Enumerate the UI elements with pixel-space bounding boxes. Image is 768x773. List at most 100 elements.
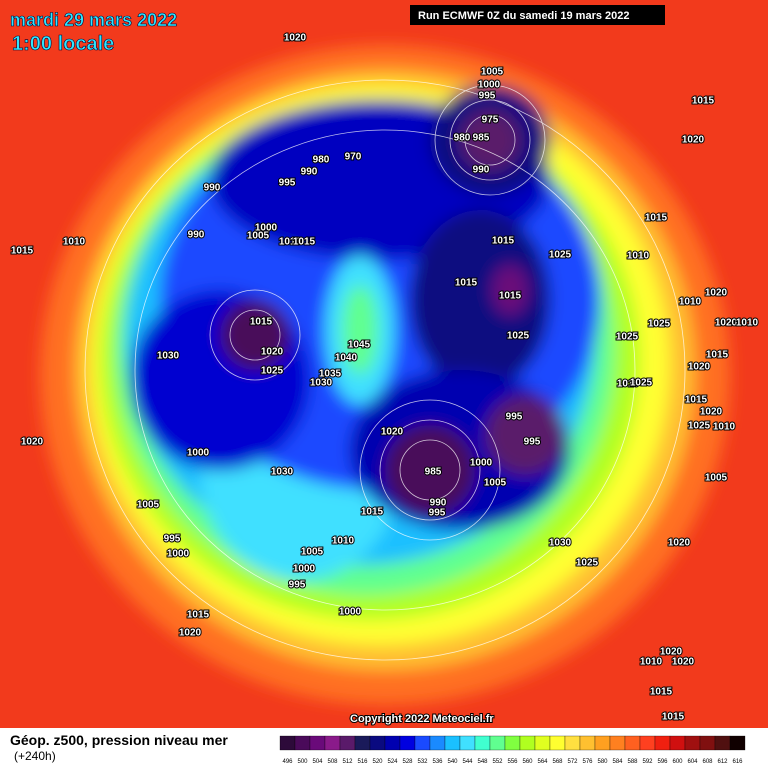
copyright: Copyright 2022 Meteociel.fr	[350, 713, 494, 725]
scale-swatch	[474, 735, 491, 751]
scale-label: 600	[672, 759, 683, 765]
scale-label: 588	[627, 759, 638, 765]
scale-swatch	[594, 735, 611, 751]
scale-swatch	[714, 735, 731, 751]
isobar-label: 1010	[279, 237, 302, 248]
isobar-label: 1015	[455, 278, 478, 289]
scale-swatch	[669, 735, 686, 751]
scale-swatch	[534, 735, 551, 751]
isobar-label: 995	[506, 412, 523, 423]
scale-swatch	[489, 735, 506, 751]
isobar-label: 1020	[705, 288, 728, 299]
isobar-label: 1015	[706, 350, 729, 361]
scale-swatch	[279, 735, 296, 751]
isobar-label: 1025	[576, 558, 599, 569]
legend-title: Géop. z500, pression niveau mer	[10, 732, 228, 748]
run-box	[410, 5, 665, 25]
isobar-label: 1000	[167, 549, 190, 560]
isobar-label: 995	[164, 534, 181, 545]
scale-swatch	[384, 735, 401, 751]
isobar-label: 995	[279, 178, 296, 189]
isobar-label: 985	[425, 467, 442, 478]
scale-label: 556	[507, 759, 518, 765]
isobar-label: 1035	[319, 369, 342, 380]
scale-swatch	[324, 735, 341, 751]
isobar-label: 1010	[713, 422, 736, 433]
scale-label: 544	[462, 759, 473, 765]
scale-label: 580	[597, 759, 608, 765]
isobar-label: 990	[204, 183, 221, 194]
scale-label: 592	[642, 759, 653, 765]
isobar-label: 1020	[179, 628, 202, 639]
isobar-label: 980	[454, 133, 471, 144]
isobar-label: 1000	[339, 607, 362, 618]
geopotential-field	[40, 45, 730, 705]
isobar-label: 985	[473, 133, 490, 144]
isobar-label: 1020	[688, 362, 711, 373]
isobar-label: 1025	[688, 421, 711, 432]
scale-label: 524	[387, 759, 398, 765]
isobar-label: 980	[313, 155, 330, 166]
isobar-label: 1000	[187, 448, 210, 459]
color-scale: 496 500 504 508 512 516 520 524 528 532 536 540 544 5…	[279, 735, 746, 765]
scale-label: 536	[432, 759, 443, 765]
scale-label: 540	[447, 759, 458, 765]
isobar-label: 1015	[293, 237, 316, 248]
isobar-label: 990	[473, 165, 490, 176]
isobar-label: 1025	[261, 366, 284, 377]
scale-label: 584	[612, 759, 623, 765]
isobar-label: 1015	[499, 291, 522, 302]
scale-swatch	[699, 735, 716, 751]
isobar-label: 1015	[645, 213, 668, 224]
scale-swatch	[369, 735, 386, 751]
scale-label: 512	[342, 759, 353, 765]
scale-label: 504	[312, 759, 323, 765]
isobar-label: 1030	[271, 467, 294, 478]
isobar-label: 990	[430, 498, 447, 509]
scale-swatch	[624, 735, 641, 751]
isobar-label: 1020	[682, 135, 705, 146]
isobar-label: 1010	[679, 297, 702, 308]
scale-swatch	[684, 735, 701, 751]
isobar-label: 1010	[736, 318, 759, 329]
isobar-label: 1015	[650, 687, 673, 698]
isobar-label: 1020	[284, 33, 307, 44]
scale-swatch	[579, 735, 596, 751]
isobar-label: 995	[289, 580, 306, 591]
scale-swatch	[294, 735, 311, 751]
scale-label: 576	[582, 759, 593, 765]
isobar-label: 1040	[335, 353, 358, 364]
isobar-label: 1005	[137, 500, 160, 511]
isobar-label: 1030	[157, 351, 180, 362]
scale-label: 532	[417, 759, 428, 765]
scale-label: 616	[732, 759, 743, 765]
isobar-label: 1000	[470, 458, 493, 469]
isobar-label: 975	[482, 115, 499, 126]
isobar-label: 1025	[630, 378, 653, 389]
isobar-label: 1015	[662, 712, 685, 723]
isobar-label: 1020	[672, 657, 695, 668]
run-info: Run ECMWF 0Z du samedi 19 mars 2022	[418, 10, 630, 22]
isobar-label: 1015	[361, 507, 384, 518]
isobar-label: 1000	[293, 564, 316, 575]
isobar-label: 1015	[11, 246, 34, 257]
scale-label: 520	[372, 759, 383, 765]
isobar-label: 1045	[348, 340, 371, 351]
isobar-label: 1010	[63, 237, 86, 248]
scale-label: 608	[702, 759, 713, 765]
isobar-label: 1025	[616, 332, 639, 343]
scale-label: 596	[657, 759, 668, 765]
isobar-label: 1005	[301, 547, 324, 558]
isobar-label: 1030	[549, 538, 572, 549]
isobar-label: 1015	[187, 610, 210, 621]
scale-label: 560	[522, 759, 533, 765]
scale-swatch	[354, 735, 371, 751]
isobar-label: 1010	[640, 657, 663, 668]
isobar-label: 1000	[478, 80, 501, 91]
scale-swatch	[729, 735, 746, 751]
scale-label: 496	[282, 759, 293, 765]
scale-label: 528	[402, 759, 413, 765]
scale-swatch	[429, 735, 446, 751]
scale-swatch	[444, 735, 461, 751]
